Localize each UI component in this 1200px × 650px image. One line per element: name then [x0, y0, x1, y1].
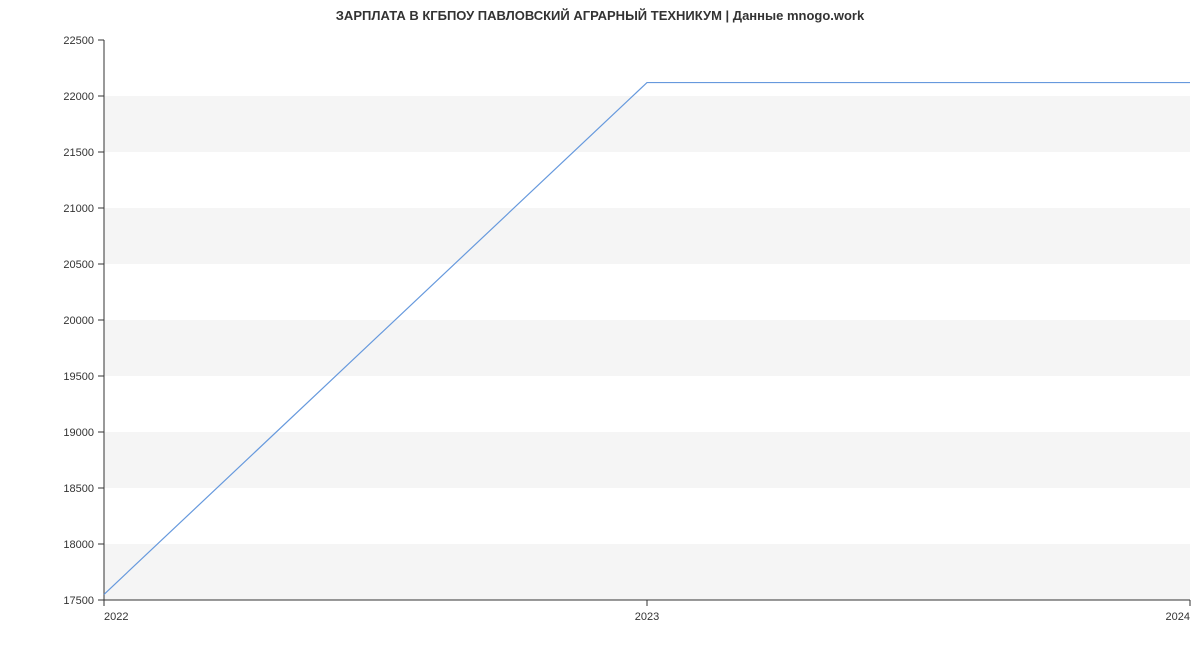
svg-text:2022: 2022 [104, 611, 128, 623]
svg-text:19500: 19500 [63, 371, 94, 383]
svg-text:21000: 21000 [63, 203, 94, 215]
svg-text:18500: 18500 [63, 483, 94, 495]
svg-text:22500: 22500 [63, 35, 94, 47]
svg-text:20000: 20000 [63, 315, 94, 327]
svg-text:22000: 22000 [63, 91, 94, 103]
svg-text:2024: 2024 [1166, 611, 1190, 623]
svg-text:20500: 20500 [63, 259, 94, 271]
svg-text:17500: 17500 [63, 595, 94, 607]
chart-svg: 17500 18000 18500 19000 19500 20000 20500 21000… [0, 0, 1200, 650]
svg-text:21500: 21500 [63, 147, 94, 159]
svg-text:18000: 18000 [63, 539, 94, 551]
svg-text:2023: 2023 [635, 611, 659, 623]
svg-text:19000: 19000 [63, 427, 94, 439]
salary-line-chart: ЗАРПЛАТА В КГБПОУ ПАВЛОВСКИЙ АГРАРНЫЙ ТЕ… [0, 0, 1200, 650]
